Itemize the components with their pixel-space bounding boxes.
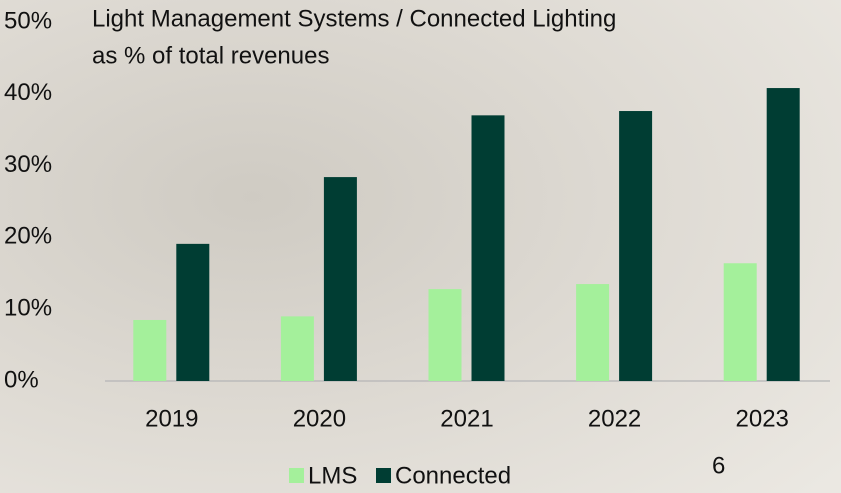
y-tick-label: 10%: [4, 295, 52, 322]
bar: [281, 316, 314, 381]
legend-swatch: [376, 468, 391, 483]
bar: [724, 263, 757, 381]
y-tick-label: 0%: [4, 366, 39, 393]
chart: Light Management Systems / Connected Lig…: [0, 0, 841, 493]
legend-swatch: [289, 468, 304, 483]
page: Light Management Systems / Connected Lig…: [0, 0, 841, 493]
chart-title: as % of total revenues: [92, 42, 329, 69]
x-tick-label: 2022: [588, 405, 641, 432]
bar: [176, 244, 209, 381]
y-tick-label: 40%: [4, 79, 52, 106]
x-tick-label: 2019: [145, 405, 198, 432]
slide-number: 6: [712, 452, 725, 479]
x-tick-label: 2020: [293, 405, 346, 432]
y-tick-label: 30%: [4, 151, 52, 178]
bar: [429, 289, 462, 381]
bar: [619, 111, 652, 381]
bar: [133, 320, 166, 381]
y-tick-label: 20%: [4, 223, 52, 250]
chart-title: Light Management Systems / Connected Lig…: [92, 5, 616, 32]
x-tick-label: 2023: [736, 405, 789, 432]
bar: [324, 177, 357, 381]
background: [0, 0, 841, 493]
legend-label: LMS: [308, 462, 357, 489]
bar: [767, 88, 800, 381]
x-tick-label: 2021: [440, 405, 493, 432]
bar: [576, 284, 609, 381]
y-tick-label: 50%: [4, 7, 52, 34]
legend-label: Connected: [395, 462, 511, 489]
bar: [472, 115, 505, 381]
